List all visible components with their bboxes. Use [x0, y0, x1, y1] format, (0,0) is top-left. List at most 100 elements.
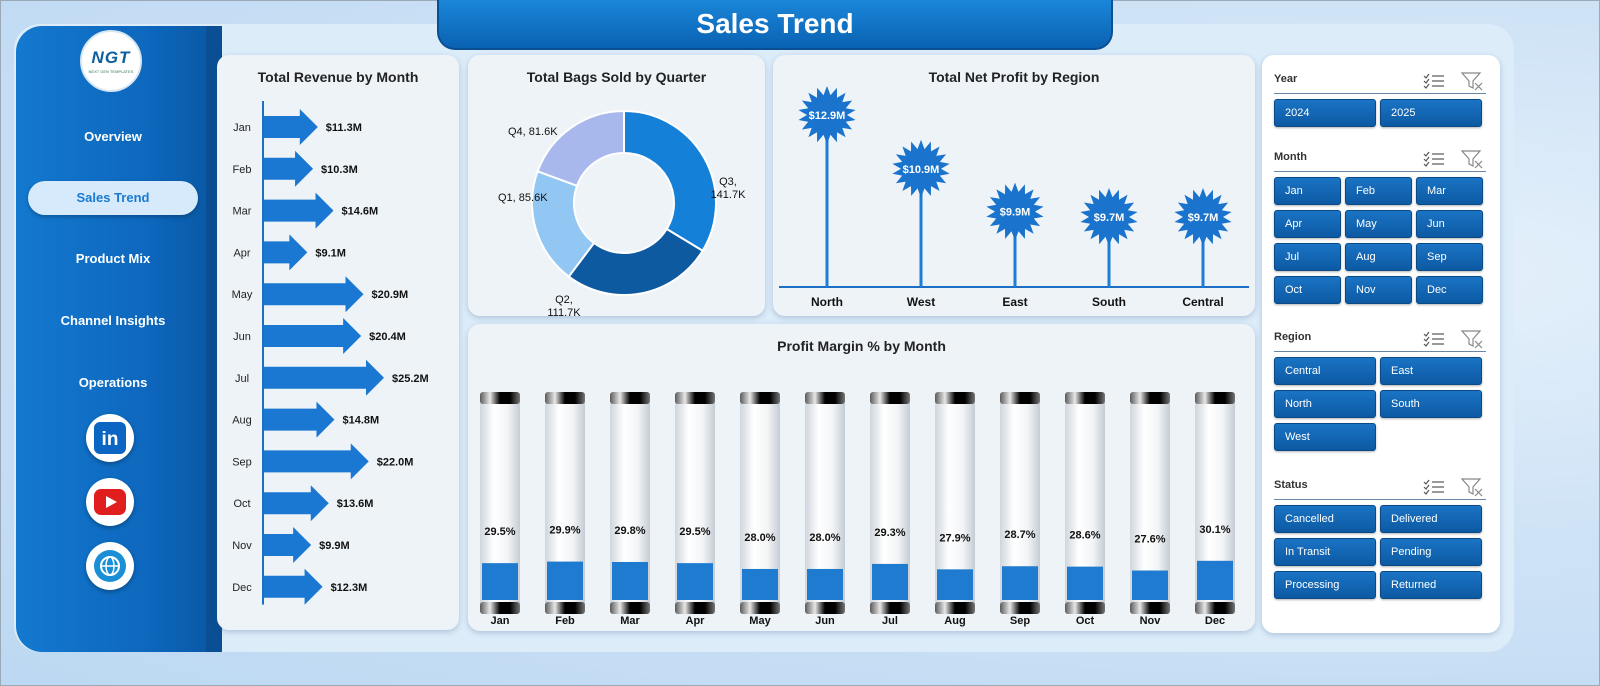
donut-data-label: Q4, 81.6K	[508, 126, 558, 138]
logo: NGT NEXT GEN TEMPLATES	[80, 30, 142, 92]
slicer-button-region-central[interactable]: Central	[1274, 357, 1376, 385]
nav-operations[interactable]: Operations	[78, 375, 148, 390]
revenue-arrow	[264, 485, 329, 522]
checkmark	[1423, 73, 1430, 79]
revenue-arrow	[264, 234, 308, 271]
margin-month-label: Feb	[555, 615, 575, 627]
nav-product-mix[interactable]: Product Mix	[75, 251, 151, 266]
slicer-button-month-apr[interactable]: Apr	[1274, 210, 1341, 238]
donut-data-label: Q1, 85.6K	[498, 192, 548, 204]
margin-cap-top	[935, 392, 975, 404]
margin-cap-top	[1130, 392, 1170, 404]
region-value-label: $12.9M	[809, 110, 846, 122]
region-burst	[986, 182, 1044, 241]
nav-sales-trend[interactable]: Sales Trend	[28, 181, 198, 215]
nav-overview[interactable]: Overview	[84, 129, 142, 144]
slicer-button-month-may[interactable]: May	[1345, 210, 1412, 238]
revenue-arrow	[264, 359, 384, 396]
revenue-arrow	[264, 318, 362, 354]
x-stroke	[1474, 340, 1483, 349]
globe-icon	[94, 550, 126, 582]
margin-value-label: 29.5%	[679, 526, 710, 538]
margin-fill	[677, 563, 713, 600]
margin-month-label: Sep	[1010, 615, 1030, 627]
revenue-month-label: Jun	[233, 331, 251, 343]
margin-value-label: 29.8%	[614, 525, 645, 537]
checkmark	[1423, 83, 1430, 89]
slicer-button-region-south[interactable]: South	[1380, 390, 1482, 418]
nav-channel-insights[interactable]: Channel Insights	[60, 313, 166, 328]
region-profit-card: Total Net Profit by Region $12.9M North $1…	[773, 55, 1255, 316]
bags-chart-title: Total Bags Sold by Quarter	[526, 69, 707, 85]
margin-cap-top	[1000, 392, 1040, 404]
slicer-button-status-delivered[interactable]: Delivered	[1380, 505, 1482, 533]
slicer-button-month-sep[interactable]: Sep	[1416, 243, 1483, 271]
donut-slice	[567, 227, 704, 296]
revenue-arrow	[264, 276, 364, 313]
sidebar: NGT NEXT GEN TEMPLATES Overview Sales Tr…	[16, 26, 222, 652]
margin-cap-bottom	[1195, 602, 1235, 614]
slicer-title: Region	[1274, 331, 1312, 343]
revenue-value-label: $22.0M	[377, 456, 414, 468]
slicer-button-month-jul[interactable]: Jul	[1274, 243, 1341, 271]
margin-month-label: May	[749, 615, 771, 627]
slicer-header-region: Region	[1274, 330, 1486, 352]
slicer-button-month-jun[interactable]: Jun	[1416, 210, 1483, 238]
slicer-button-month-mar[interactable]: Mar	[1416, 177, 1483, 205]
slicer-icon-group	[1423, 72, 1483, 91]
slicer-button-month-aug[interactable]: Aug	[1345, 243, 1412, 271]
slicer-button-region-north[interactable]: North	[1274, 390, 1376, 418]
slicer-button-month-oct[interactable]: Oct	[1274, 276, 1341, 304]
x-stroke	[1474, 160, 1483, 169]
margin-fill	[1132, 570, 1168, 600]
slicer-button-month-dec[interactable]: Dec	[1416, 276, 1483, 304]
region-value-label: $9.7M	[1188, 212, 1219, 224]
slicer-button-month-nov[interactable]: Nov	[1345, 276, 1412, 304]
margin-cap-bottom	[545, 602, 585, 614]
donut-data-label: Q3, 141.7K	[711, 176, 747, 201]
margin-value-label: 28.7%	[1004, 529, 1035, 541]
multi-select-icon[interactable]	[1423, 151, 1444, 167]
clear-filter-icon[interactable]	[1460, 72, 1483, 91]
revenue-value-label: $11.3M	[326, 122, 362, 134]
clear-filter-icon[interactable]	[1460, 478, 1483, 497]
x-stroke	[1474, 488, 1483, 497]
slicer-button-status-returned[interactable]: Returned	[1380, 571, 1482, 599]
margin-month-label: Jun	[815, 615, 835, 627]
margin-cap-top	[740, 392, 780, 404]
slicer-button-year-2025[interactable]: 2025	[1380, 99, 1482, 127]
slicer-title: Month	[1274, 151, 1307, 163]
linkedin-icon: in	[94, 422, 126, 454]
slicer-button-status-cancelled[interactable]: Cancelled	[1274, 505, 1376, 533]
slicer-button-status-processing[interactable]: Processing	[1274, 571, 1376, 599]
revenue-value-label: $25.2M	[392, 373, 429, 385]
clear-filter-icon[interactable]	[1460, 330, 1483, 349]
revenue-arrow	[264, 109, 318, 145]
slicer-button-region-east[interactable]: East	[1380, 357, 1482, 385]
slicer-button-month-feb[interactable]: Feb	[1345, 177, 1412, 205]
globe-button[interactable]	[86, 542, 134, 590]
slicer-icon-group	[1423, 478, 1483, 497]
slicer-button-status-in-transit[interactable]: In Transit	[1274, 538, 1376, 566]
revenue-arrow	[264, 150, 314, 187]
slicer-button-month-jan[interactable]: Jan	[1274, 177, 1341, 205]
clear-filter-icon[interactable]	[1460, 150, 1483, 169]
bags-chart: Q3, 141.7K Q2, 111.7K Q1, 85.6K Q4, 81.6K	[498, 109, 747, 316]
slicer-button-year-2024[interactable]: 2024	[1274, 99, 1376, 127]
margin-month-label: Mar	[620, 615, 640, 627]
multi-select-icon[interactable]	[1423, 479, 1444, 495]
margin-card: Profit Margin % by Month 29.5% Jan 29.9% Fe…	[468, 324, 1255, 631]
revenue-arrow	[264, 192, 334, 229]
multi-select-icon[interactable]	[1423, 73, 1444, 89]
margin-chart-title: Profit Margin % by Month	[777, 338, 946, 354]
region-category-label: West	[907, 295, 935, 309]
revenue-month-label: Feb	[233, 164, 252, 176]
margin-value-label: 29.5%	[484, 526, 515, 538]
slicer-button-region-west[interactable]: West	[1274, 423, 1376, 451]
linkedin-button[interactable]: in	[86, 414, 134, 462]
slicer-button-status-pending[interactable]: Pending	[1380, 538, 1482, 566]
youtube-button[interactable]	[86, 478, 134, 526]
revenue-value-label: $20.4M	[369, 331, 406, 343]
logo-text: NGT	[91, 48, 131, 67]
multi-select-icon[interactable]	[1423, 331, 1444, 347]
